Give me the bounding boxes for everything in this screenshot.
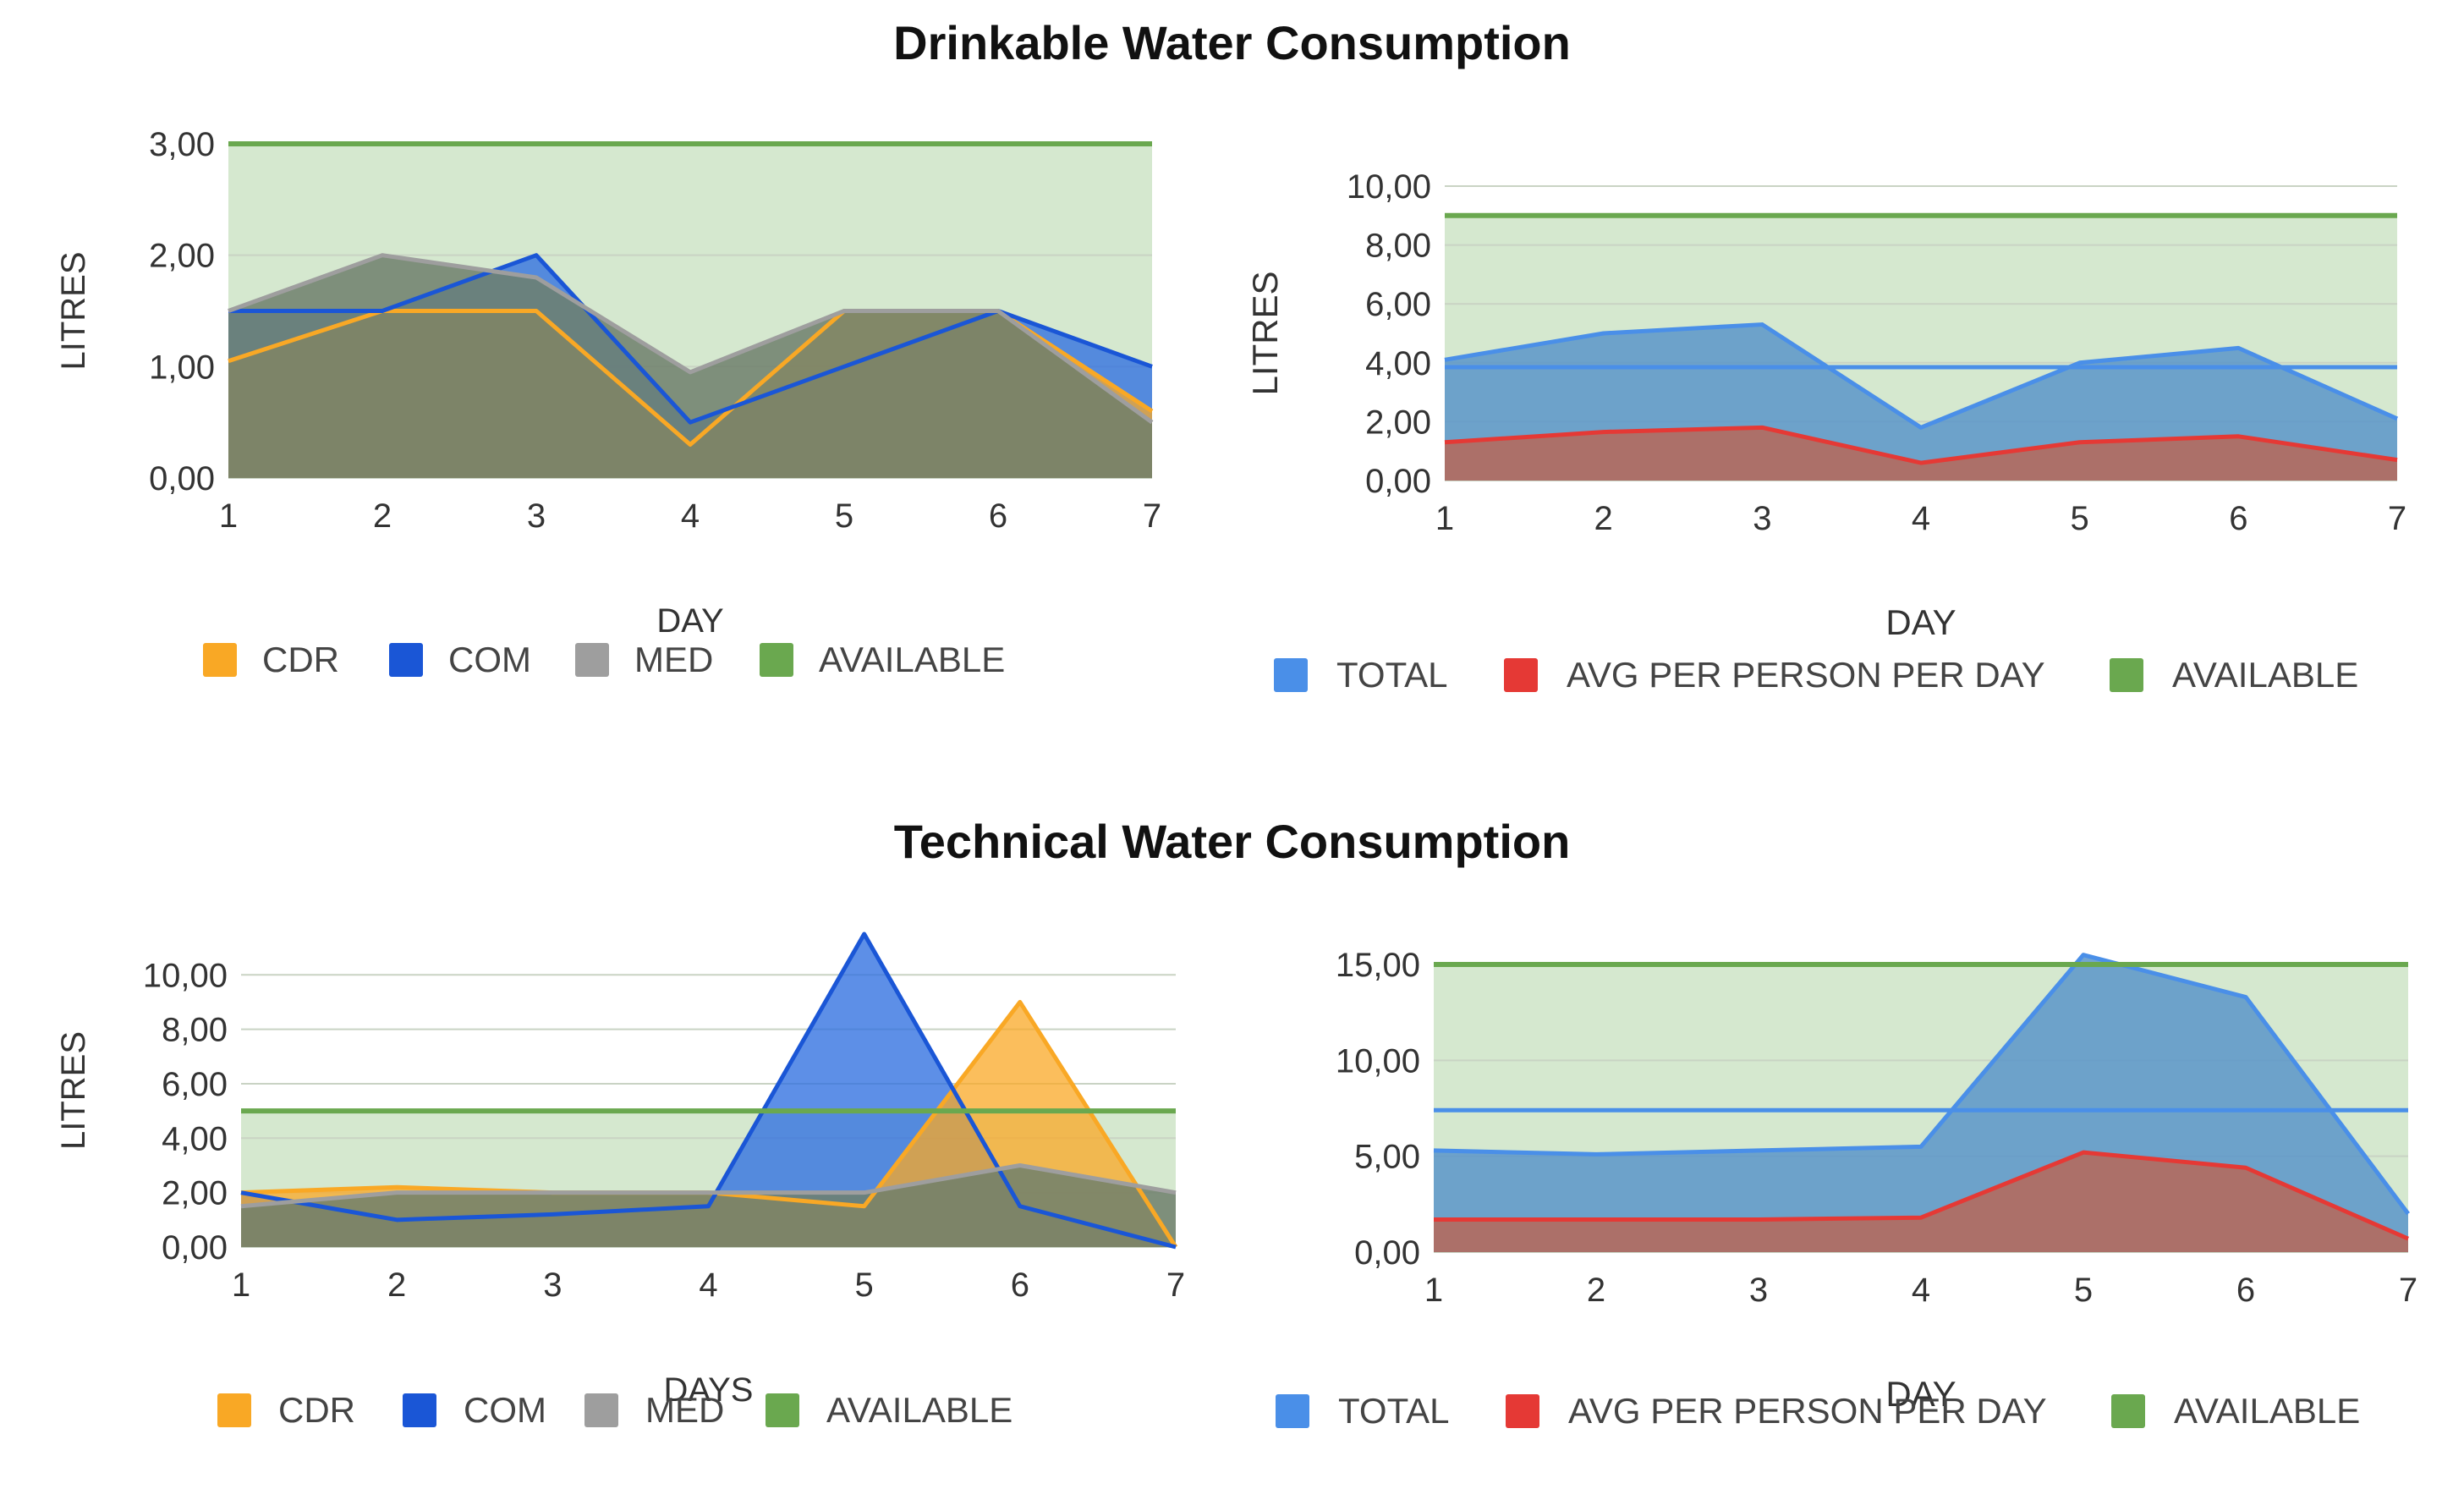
x-axis-title: DAYS [664, 1371, 754, 1409]
avg-per-person-area [1434, 1152, 2408, 1252]
y-axis-title: LITRES [1245, 271, 1285, 395]
x-tick-label: 6 [989, 497, 1007, 535]
drinkable-section-title: Drinkable Water Consumption [893, 16, 1571, 69]
legend-swatch-com [403, 1393, 436, 1427]
y-tick-label: 3,00 [149, 126, 215, 163]
y-tick-label: 1,00 [149, 349, 215, 386]
x-tick-label: 4 [1912, 500, 1930, 537]
y-tick-label: 4,00 [1365, 345, 1431, 382]
technical-by-group-chart: 0,00 2,00 4,00 6,00 8,00 10,00 1 2 3 4 5 6 7 DAYS LITR… [55, 931, 1185, 1430]
legend-swatch-total [1276, 1394, 1309, 1428]
y-axis-title: LITRES [55, 251, 92, 370]
legend-label-com: COM [448, 640, 531, 679]
y-tick-label: 8,00 [1365, 228, 1431, 265]
y-tick-label: 2,00 [149, 238, 215, 275]
legend-label-cdr: CDR [278, 1390, 355, 1430]
y-axis-title: LITRES [55, 1031, 92, 1150]
y-tick-label: 0,00 [149, 460, 215, 497]
x-tick-label: 6 [2229, 500, 2247, 537]
drinkable-by-group-chart: 0,00 1,00 2,00 3,00 1 2 3 4 5 6 7 DAY LITRES CDR COM ME… [55, 126, 1161, 679]
x-tick-label: 6 [2236, 1272, 2255, 1309]
x-tick-label: 1 [232, 1266, 250, 1304]
legend-label-avg-per-person-per-day: AVG PER PERSON PER DAY [1567, 655, 2045, 695]
legend-label-cdr: CDR [262, 640, 339, 679]
x-tick-label: 7 [2399, 1272, 2417, 1309]
x-tick-label: 3 [527, 497, 546, 535]
y-tick-label: 6,00 [162, 1066, 228, 1103]
y-tick-label: 2,00 [1365, 404, 1431, 441]
x-tick-label: 2 [1594, 500, 1613, 537]
med-line [228, 253, 1154, 425]
legend-swatch-cdr [217, 1393, 251, 1427]
x-tick-label: 4 [1912, 1272, 1930, 1309]
x-tick-label: 4 [699, 1266, 717, 1304]
y-tick-label: 8,00 [162, 1012, 228, 1049]
x-tick-label: 7 [1143, 497, 1161, 535]
y-tick-label: 2,00 [162, 1175, 228, 1212]
legend-swatch-med [575, 643, 609, 677]
legend-label-available: AVAILABLE [2174, 1391, 2360, 1431]
y-tick-label: 0,00 [1365, 463, 1431, 500]
x-tick-label: 1 [219, 497, 238, 535]
legend-swatch-total [1274, 658, 1308, 692]
x-tick-label: 3 [543, 1266, 562, 1304]
x-tick-label: 3 [1749, 1272, 1768, 1309]
legend-swatch-avg-per-person-per-day [1506, 1394, 1539, 1428]
y-tick-label: 10,00 [1336, 1042, 1420, 1080]
med-line [240, 1162, 1177, 1209]
y-tick-label: 0,00 [1354, 1234, 1420, 1272]
legend-label-total: TOTAL [1338, 1391, 1449, 1431]
x-tick-label: 4 [681, 497, 700, 535]
avg-per-person-line [1434, 1150, 2410, 1241]
y-tick-label: 10,00 [1347, 168, 1431, 206]
legend-swatch-available [766, 1393, 799, 1427]
legend-label-available: AVAILABLE [2172, 655, 2358, 695]
y-tick-label: 10,00 [143, 957, 228, 994]
total-line [1444, 322, 2399, 430]
legend-swatch-avg-per-person-per-day [1504, 658, 1538, 692]
legend-swatch-com [389, 643, 423, 677]
x-axis-title: DAY [1885, 1374, 1956, 1414]
x-tick-label: 5 [2074, 1272, 2093, 1309]
x-tick-label: 6 [1011, 1266, 1029, 1304]
technical-total-chart: 0,00 5,00 10,00 15,00 1 2 3 4 5 6 7 DAY TOTAL AVG PER… [1276, 947, 2417, 1431]
legend-label-available: AVAILABLE [826, 1390, 1012, 1430]
x-tick-label: 2 [1587, 1272, 1605, 1309]
total-line [1433, 953, 2411, 1216]
legend-label-med: MED [645, 1390, 724, 1430]
x-tick-label: 5 [835, 497, 853, 535]
legend-label-avg-per-person-per-day: AVG PER PERSON PER DAY [1568, 1391, 2047, 1431]
legend-swatch-available [760, 643, 793, 677]
y-tick-label: 15,00 [1336, 947, 1420, 984]
legend-swatch-available [2110, 658, 2143, 692]
legend-swatch-med [584, 1393, 618, 1427]
legend-swatch-available [2111, 1394, 2145, 1428]
x-tick-label: 1 [1435, 500, 1454, 537]
x-tick-label: 2 [387, 1266, 406, 1304]
x-tick-label: 5 [855, 1266, 874, 1304]
x-tick-label: 7 [1166, 1266, 1185, 1304]
legend-label-available: AVAILABLE [819, 640, 1005, 679]
legend-swatch-cdr [203, 643, 237, 677]
x-tick-label: 5 [2071, 500, 2089, 537]
x-tick-label: 1 [1424, 1272, 1443, 1309]
x-axis-title: DAY [656, 602, 723, 640]
legend-label-med: MED [634, 640, 713, 679]
y-tick-label: 4,00 [162, 1120, 228, 1157]
technical-section-title: Technical Water Consumption [893, 815, 1571, 868]
legend-label-total: TOTAL [1336, 655, 1447, 695]
com-line [240, 931, 1177, 1250]
y-tick-label: 0,00 [162, 1229, 228, 1266]
y-tick-label: 5,00 [1354, 1139, 1420, 1176]
drinkable-total-chart: 0,00 2,00 4,00 6,00 8,00 10,00 1 2 3 4 5 6 7 DAY LITRE… [1245, 168, 2406, 695]
x-tick-label: 3 [1753, 500, 1771, 537]
y-tick-label: 6,00 [1365, 286, 1431, 323]
avg-per-person-line [1444, 425, 2398, 465]
x-tick-label: 2 [373, 497, 392, 535]
legend-label-com: COM [464, 1390, 546, 1430]
x-axis-title: DAY [1885, 602, 1956, 642]
x-tick-label: 7 [2388, 500, 2406, 537]
